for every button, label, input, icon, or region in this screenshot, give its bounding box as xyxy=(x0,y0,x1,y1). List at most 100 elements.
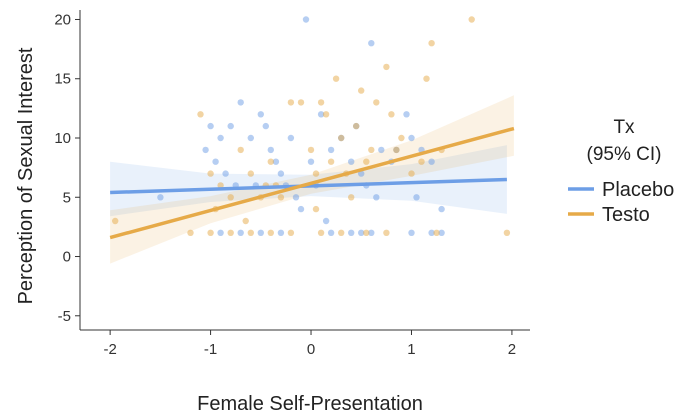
point-testo-5 xyxy=(227,194,234,201)
point-placebo-6 xyxy=(227,122,234,130)
point-testo-41 xyxy=(227,229,234,236)
legend: Tx (95% CI) Placebo Testo xyxy=(568,117,674,226)
point-placebo-1 xyxy=(202,146,209,154)
y-tick-label--5: -5 xyxy=(58,308,71,325)
point-testo-32 xyxy=(408,170,415,177)
point-testo-40 xyxy=(207,229,214,236)
x-tick-label-2: 2 xyxy=(508,341,516,358)
point-testo-52 xyxy=(242,217,249,225)
plot-area xyxy=(109,16,515,264)
point-testo-11 xyxy=(277,194,285,201)
point-testo-1 xyxy=(197,111,204,118)
point-testo-29 xyxy=(388,111,395,118)
point-placebo-18 xyxy=(302,16,310,23)
point-placebo-25 xyxy=(348,158,355,165)
legend-title-line-2: (95% CI) xyxy=(587,144,662,165)
point-testo-24 xyxy=(358,87,365,94)
point-testo-12 xyxy=(287,99,295,106)
point-placebo-41 xyxy=(257,229,264,236)
point-placebo-13 xyxy=(277,170,285,177)
point-testo-34 xyxy=(423,75,430,82)
point-placebo-30 xyxy=(378,146,385,154)
fit-line-placebo xyxy=(110,177,507,195)
point-testo-51 xyxy=(312,205,320,213)
point-placebo-40 xyxy=(237,229,244,236)
point-placebo-39 xyxy=(217,229,224,236)
point-testo-49 xyxy=(433,229,440,236)
point-placebo-43 xyxy=(327,229,335,236)
point-placebo-3 xyxy=(212,158,219,165)
point-testo-4 xyxy=(217,182,224,189)
point-testo-46 xyxy=(338,229,345,236)
legend-title-line-1: Tx xyxy=(613,117,635,138)
point-placebo-35 xyxy=(413,194,420,201)
point-testo-45 xyxy=(317,229,325,236)
point-placebo-16 xyxy=(292,194,300,201)
y-tick-label-20: 20 xyxy=(54,11,71,28)
point-placebo-42 xyxy=(277,229,285,236)
point-placebo-38 xyxy=(438,205,445,213)
axes: -5 0 5 10 15 20 -2 -1 0 1 2 xyxy=(54,10,530,358)
point-testo-30 xyxy=(393,146,400,154)
point-testo-17 xyxy=(322,111,330,118)
point-placebo-7 xyxy=(237,99,244,106)
point-testo-38 xyxy=(503,229,511,236)
x-tick-label-1: 1 xyxy=(407,341,415,358)
point-testo-44 xyxy=(287,229,295,236)
point-testo-28 xyxy=(383,63,390,71)
point-testo-26 xyxy=(368,146,375,154)
point-placebo-0 xyxy=(157,194,164,201)
point-testo-39 xyxy=(187,229,194,236)
point-placebo-29 xyxy=(368,40,375,47)
point-testo-25 xyxy=(363,158,370,165)
y-tick-label-5: 5 xyxy=(63,189,71,206)
point-testo-35 xyxy=(428,40,435,47)
point-testo-16 xyxy=(317,99,325,106)
point-placebo-22 xyxy=(322,217,330,225)
point-testo-2 xyxy=(207,170,214,177)
point-placebo-49 xyxy=(438,229,445,236)
point-testo-48 xyxy=(383,229,390,236)
point-placebo-48 xyxy=(428,229,435,236)
point-placebo-9 xyxy=(257,111,264,118)
point-testo-31 xyxy=(398,134,405,142)
point-placebo-45 xyxy=(358,229,365,236)
ci-band-testo xyxy=(110,95,514,264)
y-axis-title: Perception of Sexual Interest xyxy=(15,47,37,304)
point-testo-37 xyxy=(468,16,475,23)
x-tick-label-0: 0 xyxy=(307,341,315,358)
point-placebo-44 xyxy=(348,229,355,236)
point-testo-22 xyxy=(348,194,355,201)
point-testo-13 xyxy=(297,99,305,106)
point-testo-7 xyxy=(247,170,254,177)
point-testo-47 xyxy=(363,229,370,236)
y-tick-label-15: 15 xyxy=(54,71,71,88)
point-placebo-4 xyxy=(217,134,224,142)
point-testo-15 xyxy=(312,170,320,177)
point-placebo-11 xyxy=(267,146,274,154)
point-placebo-10 xyxy=(262,122,269,130)
point-placebo-5 xyxy=(222,170,229,177)
point-testo-27 xyxy=(373,99,380,106)
y-tick-label-0: 0 xyxy=(63,249,71,266)
point-placebo-8 xyxy=(247,134,254,142)
point-testo-19 xyxy=(332,75,340,82)
point-placebo-33 xyxy=(403,111,410,118)
point-placebo-2 xyxy=(207,122,214,130)
ci-band-placebo xyxy=(110,145,507,217)
fit-line-testo xyxy=(109,126,515,240)
point-testo-18 xyxy=(327,158,335,165)
point-placebo-23 xyxy=(327,146,335,154)
point-testo-10 xyxy=(267,158,274,165)
point-placebo-21 xyxy=(317,111,325,118)
point-placebo-46 xyxy=(368,229,375,236)
point-placebo-37 xyxy=(428,158,435,165)
point-placebo-17 xyxy=(297,205,305,213)
point-testo-14 xyxy=(307,146,315,154)
point-placebo-34 xyxy=(408,134,415,142)
x-tick-label--1: -1 xyxy=(204,341,217,358)
point-testo-42 xyxy=(247,229,254,236)
point-placebo-12 xyxy=(272,158,280,165)
legend-label-testo: Testo xyxy=(602,204,650,226)
